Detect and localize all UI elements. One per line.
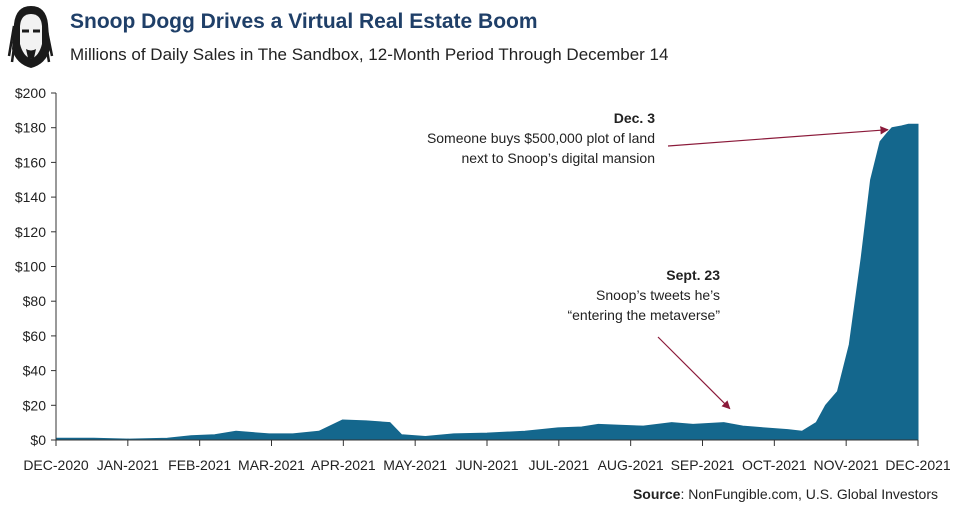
y-tick-label: $200 (15, 85, 46, 101)
x-tick-label: DEC-2020 (23, 457, 89, 473)
annotation-title: Sept. 23 (666, 267, 720, 283)
annotation-text: next to Snoop’s digital mansion (461, 150, 655, 166)
x-tick-label: MAY-2021 (383, 457, 447, 473)
chart-title: Snoop Dogg Drives a Virtual Real Estate … (70, 10, 538, 33)
annotation-text: “entering the metaverse” (567, 307, 720, 323)
x-tick-label: FEB-2021 (168, 457, 231, 473)
y-tick-label: $120 (15, 224, 46, 240)
x-tick-label: JUN-2021 (455, 457, 518, 473)
x-tick-label: MAR-2021 (238, 457, 305, 473)
annotation-arrow (667, 126, 889, 147)
x-tick-label: APR-2021 (311, 457, 376, 473)
source-note: Source: NonFungible.com, U.S. Global Inv… (633, 486, 938, 502)
x-tick-label: DEC-2021 (885, 457, 951, 473)
annotation-arrow (657, 336, 731, 410)
y-tick-label: $80 (23, 293, 47, 309)
y-tick-label: $160 (15, 154, 46, 170)
annotation-text: Snoop’s tweets he’s (596, 287, 720, 303)
source-text: : NonFungible.com, U.S. Global Investors (680, 486, 938, 502)
snoop-dogg-portrait-icon (7, 6, 54, 68)
source-label: Source (632, 486, 681, 502)
x-tick-label: JAN-2021 (97, 457, 159, 473)
y-tick-label: $40 (23, 363, 47, 379)
chart-subtitle: Millions of Daily Sales in The Sandbox, … (70, 45, 669, 64)
x-tick-label: NOV-2021 (813, 457, 879, 473)
annotation-text: Someone buys $500,000 plot of land (427, 130, 655, 146)
x-tick-label: SEP-2021 (671, 457, 735, 473)
annotation-title: Dec. 3 (614, 110, 655, 126)
y-tick-label: $60 (23, 328, 47, 344)
x-tick-label: OCT-2021 (742, 457, 807, 473)
x-tick-label: JUL-2021 (528, 457, 589, 473)
y-tick-label: $180 (15, 120, 46, 136)
area-series-0 (55, 123, 919, 441)
y-tick-label: $140 (15, 189, 46, 205)
y-tick-label: $100 (15, 259, 46, 275)
x-tick-label: AUG-2021 (598, 457, 664, 473)
y-tick-label: $20 (23, 397, 47, 413)
y-tick-label: $0 (30, 432, 46, 448)
